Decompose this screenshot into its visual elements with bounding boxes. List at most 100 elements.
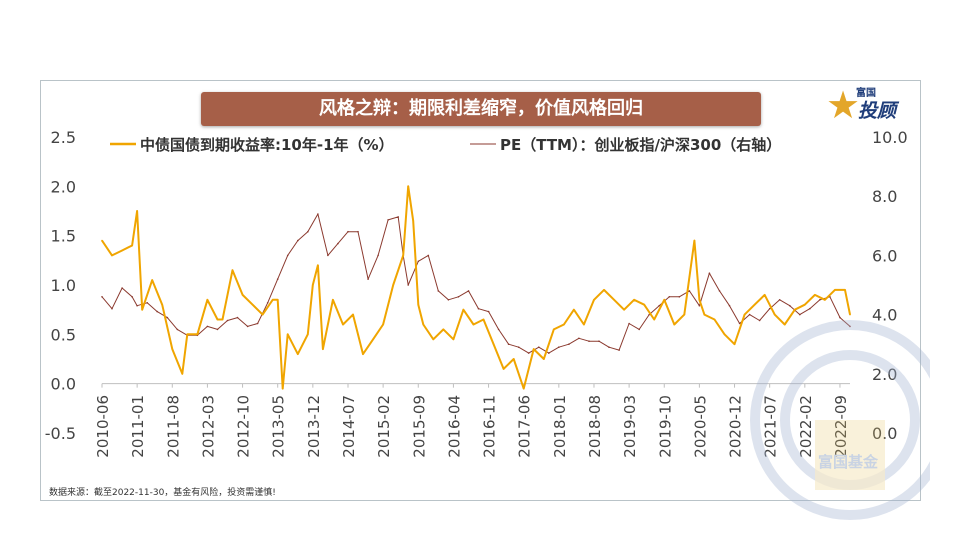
series-yield-spread-line-point [276,299,279,301]
x-tick-label: 2022-02 [797,395,815,458]
series-pe-ratio-line-point [327,254,329,257]
series-pe-ratio-line-point [286,254,289,257]
series-pe-ratio-line-point [256,322,259,325]
series-pe-ratio-line-point [799,313,801,316]
y-right-tick-label: 4.0 [872,306,897,325]
x-tick-label: 2010-06 [94,395,112,458]
series-yield-spread-line-point [613,299,615,301]
series-yield-spread-line-point [834,289,836,291]
series-pe-ratio-line-point [477,307,480,310]
series-pe-ratio-line-point [668,296,671,298]
x-tick-label: 2013-12 [305,395,323,458]
x-tick-label: 2015-02 [375,395,393,458]
series-pe-ratio-line-point [136,304,138,307]
series-yield-spread-line-point [407,185,410,188]
series-yield-spread-line-point [743,313,746,316]
y-left-tick-label: 2.5 [51,128,76,147]
series-yield-spread-line-point [286,333,289,336]
x-tick-label: 2012-10 [235,395,253,458]
series-yield-spread-line-point [352,313,354,316]
series-yield-spread-line-point [623,308,625,311]
series-pe-ratio-line-point [437,290,440,292]
series-yield-spread-line-point [462,308,465,311]
brand-logo: ★ 富国 投顾 [826,84,916,124]
series-yield-spread-line-point [693,239,696,242]
y-right-tick-label: 8.0 [872,187,897,206]
series-yield-spread-line-point [583,323,585,326]
y-right-tick-label: 6.0 [872,246,897,265]
series-yield-spread-line-point [412,220,415,222]
series-pe-ratio-line-point [407,284,410,286]
series-yield-spread-line-point [573,308,575,311]
series-yield-spread-line-point [307,333,309,336]
series-yield-spread-line-point [673,323,676,326]
series-yield-spread-line-point [532,348,535,350]
series-yield-spread-line-point [111,254,113,257]
series-yield-spread-line-point [452,338,455,341]
series-yield-spread-line-point [382,323,384,326]
series-yield-spread-line-point [417,303,420,306]
series-pe-ratio-line-point [276,278,279,280]
x-tick-label: 2016-11 [481,395,499,458]
legend-label-series1: 中债国债到期收益率:10年-1年（%） [140,136,394,154]
series-pe-ratio-line-point [146,302,148,304]
series-pe-ratio-line-point [578,337,580,340]
series-yield-spread-line-point [763,294,766,296]
series-pe-ratio-line-point [357,230,359,233]
series-yield-spread-line-point [231,269,234,272]
series-yield-spread-line-point [553,328,555,331]
series-yield-spread-line-point [794,308,796,311]
series-yield-spread-line-point [206,299,209,301]
series-pe-ratio-line-point [558,346,560,349]
series-yield-spread-line-point [131,244,133,247]
series-yield-spread-line-point [216,318,219,321]
series-yield-spread-line-point [713,318,716,321]
series-yield-spread-line-point [783,323,786,326]
series-pe-ratio-line-point [467,290,470,292]
chart-frame [40,80,921,501]
series-pe-ratio-line-point [718,290,721,292]
series-pe-ratio-line-point [307,230,309,233]
logo-big-text: 投顾 [858,100,897,122]
series-yield-spread-line-point [849,313,851,316]
watermark-text: 富国基金 [818,453,879,471]
series-yield-spread-line-point [402,254,405,257]
series-pe-ratio-line-point [121,287,123,289]
series-pe-ratio-line-point [598,340,600,343]
series-yield-spread-line-point [643,303,645,306]
y-left-tick-label: 0.5 [51,325,76,344]
series-yield-spread-line-point [136,210,138,212]
series-yield-spread-line-point [633,299,635,301]
series-yield-spread-line-point [322,348,324,350]
series-pe-ratio-line-point [658,304,660,307]
series-yield-spread-line-point [492,343,495,346]
series-yield-spread-line-point [723,333,726,336]
x-tick-label: 2016-04 [445,395,463,458]
series-yield-spread-line-point [372,338,374,341]
series-pe-ratio-line-point [698,304,701,307]
series-pe-ratio-line-point [226,319,229,322]
series-pe-ratio-line-point [628,322,630,325]
series-pe-ratio-line-point [236,316,239,319]
series-pe-ratio-line-point [497,328,500,331]
source-note: 数据来源：截至2022-11-30，基金有风险，投资需谨慎! [49,488,276,498]
series-pe-ratio-line-point [111,307,113,310]
series-pe-ratio-line-point [618,349,620,351]
series-pe-ratio-line-point [688,290,691,292]
series-pe-ratio-line-point [839,316,841,319]
series-yield-spread-line-point [186,333,189,336]
series-pe-ratio-line-point [447,299,450,301]
series-pe-ratio-line-point [819,299,821,301]
x-tick-label: 2022-09 [832,395,850,458]
series-yield-spread-line-point [698,299,701,301]
series-pe-ratio-line-point [317,213,319,215]
series-yield-spread-line-point [563,323,565,326]
series-yield-spread-line-point [161,303,163,306]
series-yield-spread-line-point [733,343,736,346]
series-pe-ratio-line-point [708,272,711,275]
series-pe-ratio-line-point [738,322,741,325]
series-yield-spread-line [101,185,851,390]
series-yield-spread-line-point [151,279,153,281]
series-pe-ratio-line-point [457,296,460,298]
